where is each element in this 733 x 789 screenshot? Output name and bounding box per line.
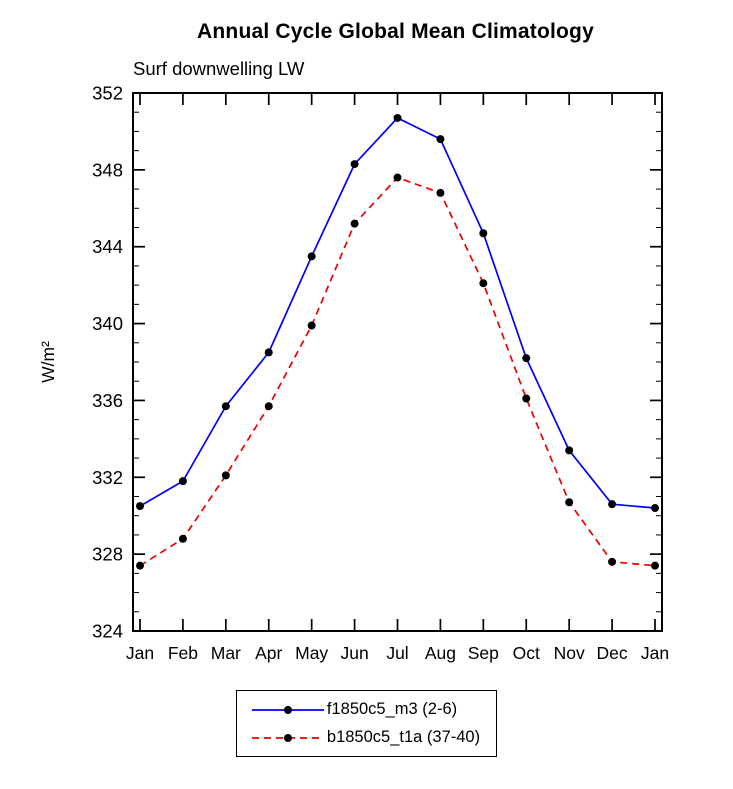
x-tick-label: Feb [168,643,198,663]
data-point-marker [436,135,445,144]
data-point-marker [393,173,402,182]
x-tick-label: Jan [641,643,669,663]
x-tick-label: Oct [513,643,540,663]
data-point-marker [136,561,144,570]
x-axis-ticks: Jan Feb Mar Apr May Jun Jul Aug Sep Oct Nov Dec Jan [126,93,669,663]
y-minor-ticks [133,111,662,613]
x-tick-label: Sep [468,643,499,663]
legend-label: f1850c5_m3 (2-6) [326,700,458,718]
data-point-marker [522,354,531,363]
legend-line-sample [251,733,324,742]
data-point-marker [350,219,359,228]
figure: Annual Cycle Global Mean Climatology Sur… [0,20,733,789]
y-tick-label: 328 [92,544,123,565]
series-b1850c5_t1a [136,173,659,570]
y-tick-label: 352 [92,83,123,104]
x-tick-label: Nov [554,643,585,663]
x-tick-label: Jul [386,643,408,663]
x-tick-label: May [295,643,328,663]
x-tick-label: Jan [126,643,154,663]
y-axis-ticks: 324 328 332 336 340 344 348 352 [92,83,662,642]
x-tick-label: Apr [255,643,282,663]
data-point-marker [264,402,273,411]
data-point-marker [221,402,230,411]
legend-line-sample [251,705,324,714]
chart-subtitle: Surf downwelling LW [133,58,305,79]
data-point-marker [608,557,617,566]
data-point-marker [608,500,617,509]
x-tick-label: Mar [211,643,241,663]
data-point-marker [350,160,359,169]
data-point-marker [307,321,316,330]
data-point-marker [264,348,273,357]
y-tick-label: 348 [92,159,123,180]
data-point-marker [221,471,230,480]
data-point-marker [651,561,659,570]
data-point-marker [479,279,488,288]
y-tick-label: 324 [92,621,123,642]
chart-title: Annual Cycle Global Mean Climatology [197,20,594,43]
x-tick-label: Aug [425,643,456,663]
data-point-marker [178,477,187,486]
legend-item: f1850c5_m3 (2-6) [251,700,480,719]
legend-marker [283,733,292,742]
data-point-marker [565,446,574,455]
data-point-marker [522,394,531,403]
x-tick-label: Jun [340,643,368,663]
data-point-marker [651,504,659,513]
data-point-marker [565,498,574,507]
legend-label: b1850c5_t1a (37-40) [326,728,481,746]
series-f1850c5_m3 [136,113,659,513]
y-axis-label: W/m² [38,341,58,383]
y-tick-label: 332 [92,467,123,488]
y-tick-label: 344 [92,236,123,257]
x-tick-label: Dec [597,643,628,663]
data-point-marker [307,252,316,261]
y-tick-label: 340 [92,313,123,334]
legend-item: b1850c5_t1a (37-40) [251,728,480,747]
data-point-marker [479,229,488,238]
data-point-marker [136,502,144,511]
legend: f1850c5_m3 (2-6) b1850c5_t1a (37-40) [235,690,498,757]
data-point-marker [178,534,187,543]
series-line [139,176,656,567]
y-tick-label: 336 [92,390,123,411]
data-point-marker [436,188,445,197]
legend-marker [283,705,292,714]
data-point-marker [393,113,402,122]
